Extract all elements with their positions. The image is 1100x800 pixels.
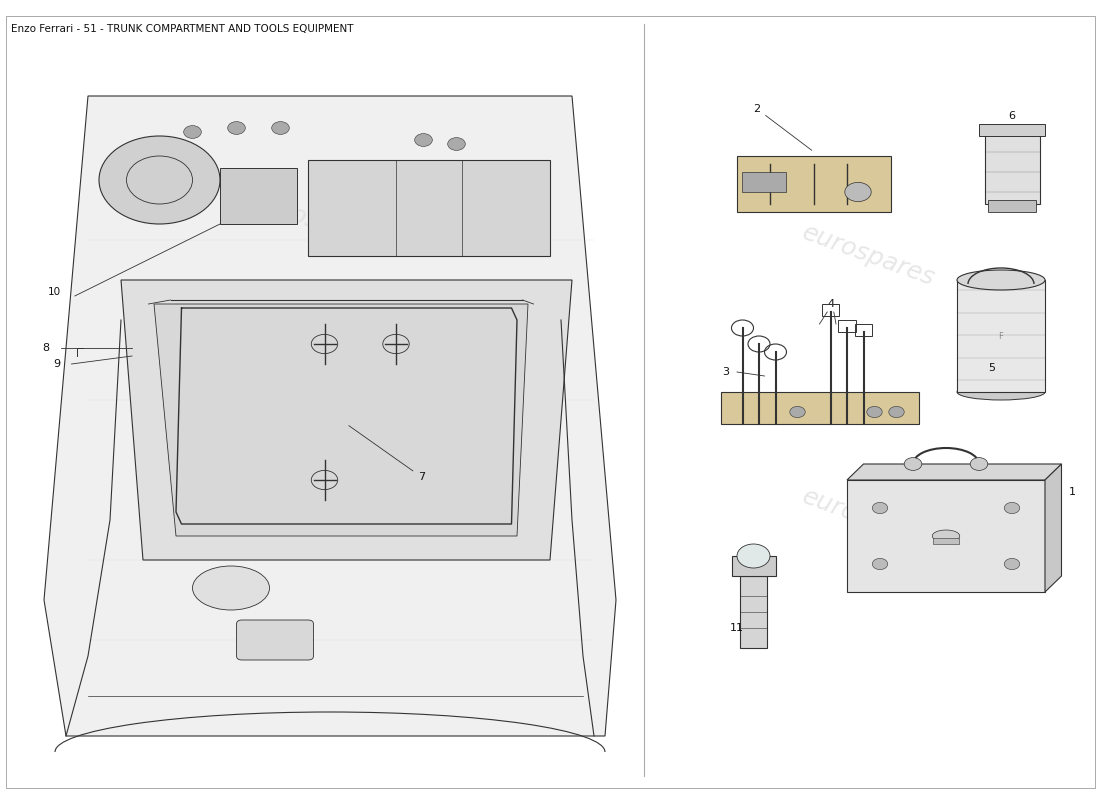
- Text: F: F: [999, 331, 1003, 341]
- Polygon shape: [44, 96, 616, 736]
- Circle shape: [889, 406, 904, 418]
- Bar: [720, 392, 918, 424]
- Text: 3: 3: [723, 367, 729, 377]
- Bar: [822, 304, 839, 316]
- Text: 7: 7: [349, 426, 425, 482]
- Text: 2: 2: [754, 104, 812, 150]
- Bar: [847, 480, 1045, 592]
- Bar: [220, 168, 297, 224]
- Text: 4: 4: [827, 299, 834, 309]
- Circle shape: [1004, 502, 1020, 514]
- Bar: [957, 280, 1045, 392]
- Bar: [737, 156, 891, 212]
- Text: 9: 9: [54, 359, 60, 369]
- Bar: [732, 556, 775, 576]
- Text: eurospares: eurospares: [800, 221, 938, 291]
- Polygon shape: [121, 280, 572, 560]
- Text: eurospares: eurospares: [250, 189, 388, 259]
- Circle shape: [99, 136, 220, 224]
- Ellipse shape: [192, 566, 270, 610]
- Text: 6: 6: [1009, 111, 1015, 121]
- Circle shape: [184, 126, 201, 138]
- Circle shape: [872, 502, 888, 514]
- Ellipse shape: [957, 270, 1045, 290]
- Ellipse shape: [957, 384, 1045, 400]
- Bar: [838, 320, 856, 332]
- Text: eurospares: eurospares: [800, 485, 938, 555]
- Circle shape: [228, 122, 245, 134]
- Text: Enzo Ferrari - 51 - TRUNK COMPARTMENT AND TOOLS EQUIPMENT: Enzo Ferrari - 51 - TRUNK COMPARTMENT AN…: [11, 24, 353, 34]
- Text: 8: 8: [43, 343, 50, 353]
- Circle shape: [737, 544, 770, 568]
- Polygon shape: [154, 304, 528, 536]
- Bar: [933, 538, 959, 544]
- Circle shape: [790, 406, 805, 418]
- Bar: [984, 132, 1040, 204]
- Circle shape: [1004, 558, 1020, 570]
- Circle shape: [970, 458, 988, 470]
- Text: 10: 10: [47, 287, 60, 297]
- Ellipse shape: [933, 530, 959, 542]
- Text: 1: 1: [1069, 487, 1076, 497]
- Polygon shape: [847, 464, 1062, 480]
- Bar: [988, 200, 1036, 212]
- Circle shape: [867, 406, 882, 418]
- Circle shape: [904, 458, 922, 470]
- Text: eurospares: eurospares: [250, 429, 388, 499]
- Circle shape: [448, 138, 465, 150]
- Bar: [740, 576, 767, 648]
- Text: 5: 5: [989, 363, 996, 373]
- Polygon shape: [1045, 464, 1062, 592]
- Circle shape: [845, 182, 871, 202]
- Bar: [979, 124, 1045, 136]
- Circle shape: [272, 122, 289, 134]
- FancyBboxPatch shape: [236, 620, 314, 660]
- Bar: [742, 172, 786, 192]
- Circle shape: [872, 558, 888, 570]
- Bar: [855, 324, 872, 336]
- Text: 11: 11: [730, 623, 744, 633]
- Bar: [308, 160, 550, 256]
- Circle shape: [415, 134, 432, 146]
